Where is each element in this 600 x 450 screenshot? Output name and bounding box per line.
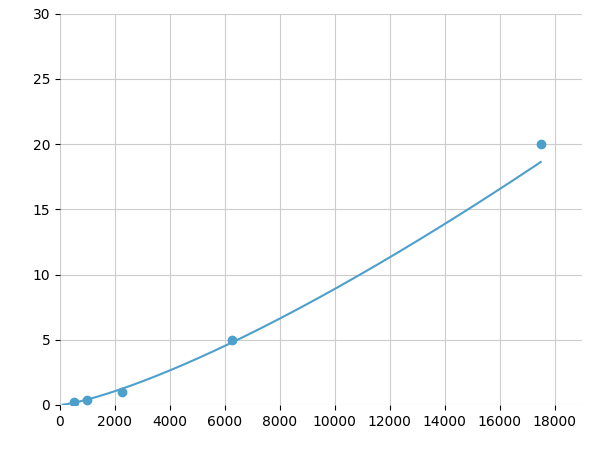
Point	[536, 140, 545, 148]
Point	[83, 396, 92, 403]
Point	[69, 399, 79, 406]
Point	[117, 388, 127, 396]
Point	[227, 336, 236, 343]
